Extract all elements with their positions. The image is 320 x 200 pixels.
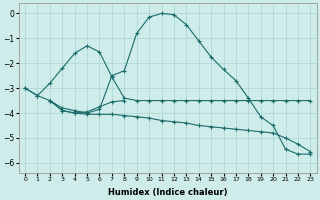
X-axis label: Humidex (Indice chaleur): Humidex (Indice chaleur) (108, 188, 228, 197)
